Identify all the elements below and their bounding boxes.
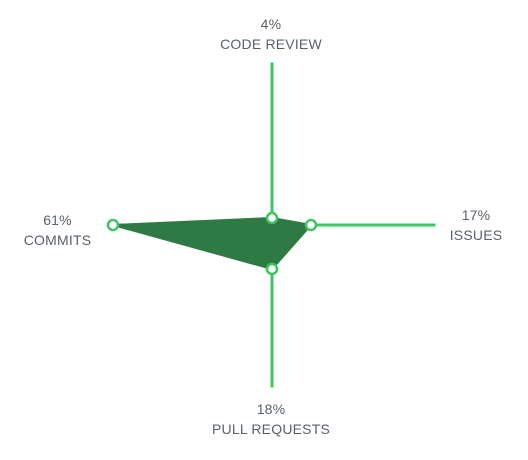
issues-percent: 17% (461, 207, 491, 223)
axis-label-commits: 61% COMMITS (0, 210, 115, 250)
axis-label-pull-requests: 18% PULL REQUESTS (171, 399, 371, 439)
commits-percent: 61% (43, 212, 72, 228)
commits-label: COMMITS (23, 232, 92, 248)
activity-area (112, 217, 312, 270)
pull-requests-percent: 18% (256, 401, 286, 417)
code-review-label: CODE REVIEW (220, 36, 322, 52)
axis-label-issues: 17% ISSUES (426, 205, 526, 245)
vertex-issues (304, 218, 318, 232)
vertex-pull-requests (265, 262, 279, 276)
vertex-code-review (265, 211, 279, 225)
pull-requests-label: PULL REQUESTS (211, 421, 330, 437)
axis-label-code-review: 4% CODE REVIEW (171, 14, 371, 54)
issues-label: ISSUES (449, 227, 503, 243)
code-review-percent: 4% (260, 16, 282, 32)
vertex-commits (106, 218, 120, 232)
